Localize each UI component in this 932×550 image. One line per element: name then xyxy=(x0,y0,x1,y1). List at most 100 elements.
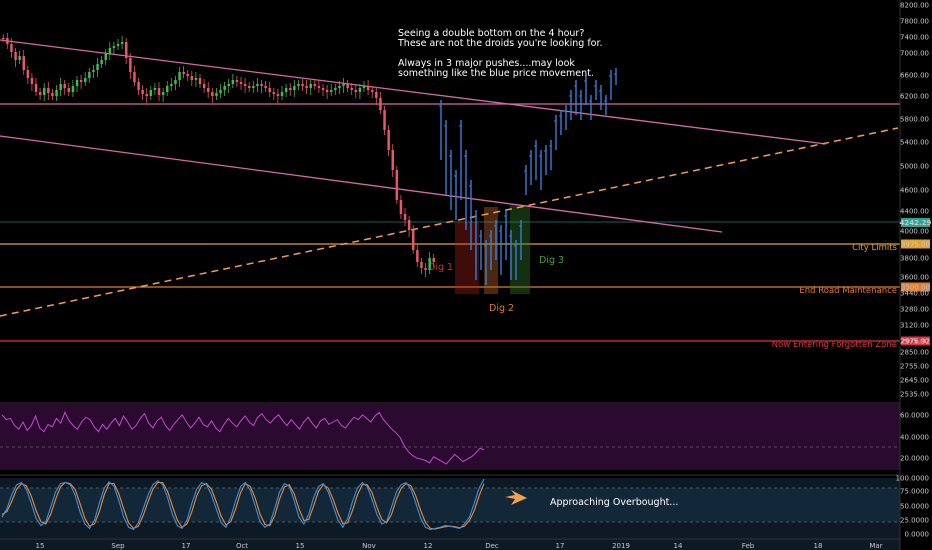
price-tick-label: 6200.00 xyxy=(900,93,929,101)
candle-body xyxy=(174,80,177,84)
lower-trendline xyxy=(0,135,723,233)
candle-body xyxy=(428,258,431,270)
candle-body xyxy=(75,80,79,86)
candle-body xyxy=(51,93,54,96)
rsi-tick-label: 60.0000 xyxy=(900,412,929,420)
candle-body xyxy=(284,88,288,92)
candle-body xyxy=(424,268,427,270)
candle-body xyxy=(289,88,292,90)
candle-body xyxy=(379,98,382,110)
candle-body xyxy=(256,84,259,86)
price-tick-label: 2645.00 xyxy=(900,377,929,385)
level-label: Now Entering Forgotten Zone xyxy=(772,340,897,350)
candle-body xyxy=(330,90,333,92)
candle-body xyxy=(420,262,423,268)
candle-body xyxy=(88,72,91,78)
time-tick-label: Sep xyxy=(111,542,125,550)
candle-body xyxy=(432,258,435,262)
dig-label: Dig 3 xyxy=(539,255,564,266)
candle-body xyxy=(383,110,386,130)
candle-body xyxy=(84,78,87,82)
candle-body xyxy=(399,200,403,214)
candle-body xyxy=(182,72,185,74)
candle-body xyxy=(67,88,71,92)
time-tick-label: Dec xyxy=(485,542,499,550)
annotation-line: Always in 3 major pushes....may look xyxy=(398,58,575,69)
candle-body xyxy=(227,84,230,86)
price-tick-label: 2755.00 xyxy=(900,363,929,371)
candle-body xyxy=(297,84,300,86)
candle-body xyxy=(252,86,255,88)
upper-trendline xyxy=(0,39,827,145)
candle-body xyxy=(149,90,153,96)
candle-body xyxy=(112,46,116,48)
dig-3-zone xyxy=(510,205,530,294)
candle-body xyxy=(18,56,21,60)
price-tick-label: 6600.00 xyxy=(900,72,929,80)
rsi-tick-label: 20.0000 xyxy=(900,455,929,463)
candle-body xyxy=(239,82,243,84)
candle-body xyxy=(63,84,66,88)
price-tick-label: 8200.00 xyxy=(900,2,929,10)
candle-body xyxy=(350,88,353,90)
candle-body xyxy=(272,92,276,94)
annotation-line: something like the blue price movement. xyxy=(398,68,594,79)
candle-body xyxy=(38,92,42,95)
stoch-tick-label: 50.0000 xyxy=(900,503,929,511)
dig-label: Dig 2 xyxy=(489,303,514,314)
time-tick-label: 17 xyxy=(556,542,565,550)
time-tick-label: 2019 xyxy=(612,542,630,550)
candle-body xyxy=(358,88,362,92)
candle-body xyxy=(190,76,194,80)
price-tick-label: 4600.00 xyxy=(900,187,929,195)
time-tick-label: 14 xyxy=(674,542,683,550)
candle-body xyxy=(412,230,415,250)
candle-body xyxy=(202,84,206,88)
candle-body xyxy=(59,84,62,90)
level-price-tag xyxy=(901,239,930,249)
current-price-tag xyxy=(901,218,930,227)
price-tick-label: 3800.00 xyxy=(900,255,929,263)
candle-body xyxy=(104,54,107,60)
candle-body xyxy=(219,90,222,93)
price-tick-label: 3280.00 xyxy=(900,306,929,314)
candle-body xyxy=(100,60,103,64)
candle-body xyxy=(346,84,349,88)
price-tick-label: 7800.00 xyxy=(900,18,929,26)
candle-body xyxy=(407,220,411,230)
candle-body xyxy=(145,94,148,96)
stoch-k-line xyxy=(1,478,485,531)
candle-body xyxy=(47,88,50,93)
candle-body xyxy=(276,94,280,96)
time-tick-label: Nov xyxy=(362,542,376,550)
dashed-support-line xyxy=(0,127,899,317)
price-tick-label: 2535.00 xyxy=(900,391,929,399)
candle-body xyxy=(43,88,46,95)
stoch-tick-label: 75.0000 xyxy=(900,488,929,496)
candle-body xyxy=(116,44,120,46)
candle-body xyxy=(387,130,390,150)
candle-body xyxy=(338,86,341,88)
candle-body xyxy=(264,86,267,88)
candle-body xyxy=(125,42,128,58)
candle-body xyxy=(10,44,13,52)
level-label: City Limits xyxy=(852,243,897,253)
candle-body xyxy=(79,80,83,82)
level-price-label: 3500.00 xyxy=(901,284,930,292)
candle-body xyxy=(235,80,239,82)
candle-body xyxy=(55,90,58,96)
time-tick-label: 12 xyxy=(424,542,433,550)
candle-body xyxy=(141,90,144,94)
candle-body xyxy=(243,84,247,86)
price-tick-label: 3600.00 xyxy=(900,274,929,282)
rsi-tick-label: 40.0000 xyxy=(900,434,929,442)
candle-body xyxy=(137,82,140,90)
time-tick-label: Oct xyxy=(236,542,248,550)
level-label: End Road Maintenance xyxy=(799,286,897,296)
candle-body xyxy=(157,88,161,95)
candle-body xyxy=(92,70,95,72)
price-tick-label: 3440.00 xyxy=(900,290,929,298)
candle-body xyxy=(178,72,181,80)
candle-body xyxy=(293,86,296,90)
